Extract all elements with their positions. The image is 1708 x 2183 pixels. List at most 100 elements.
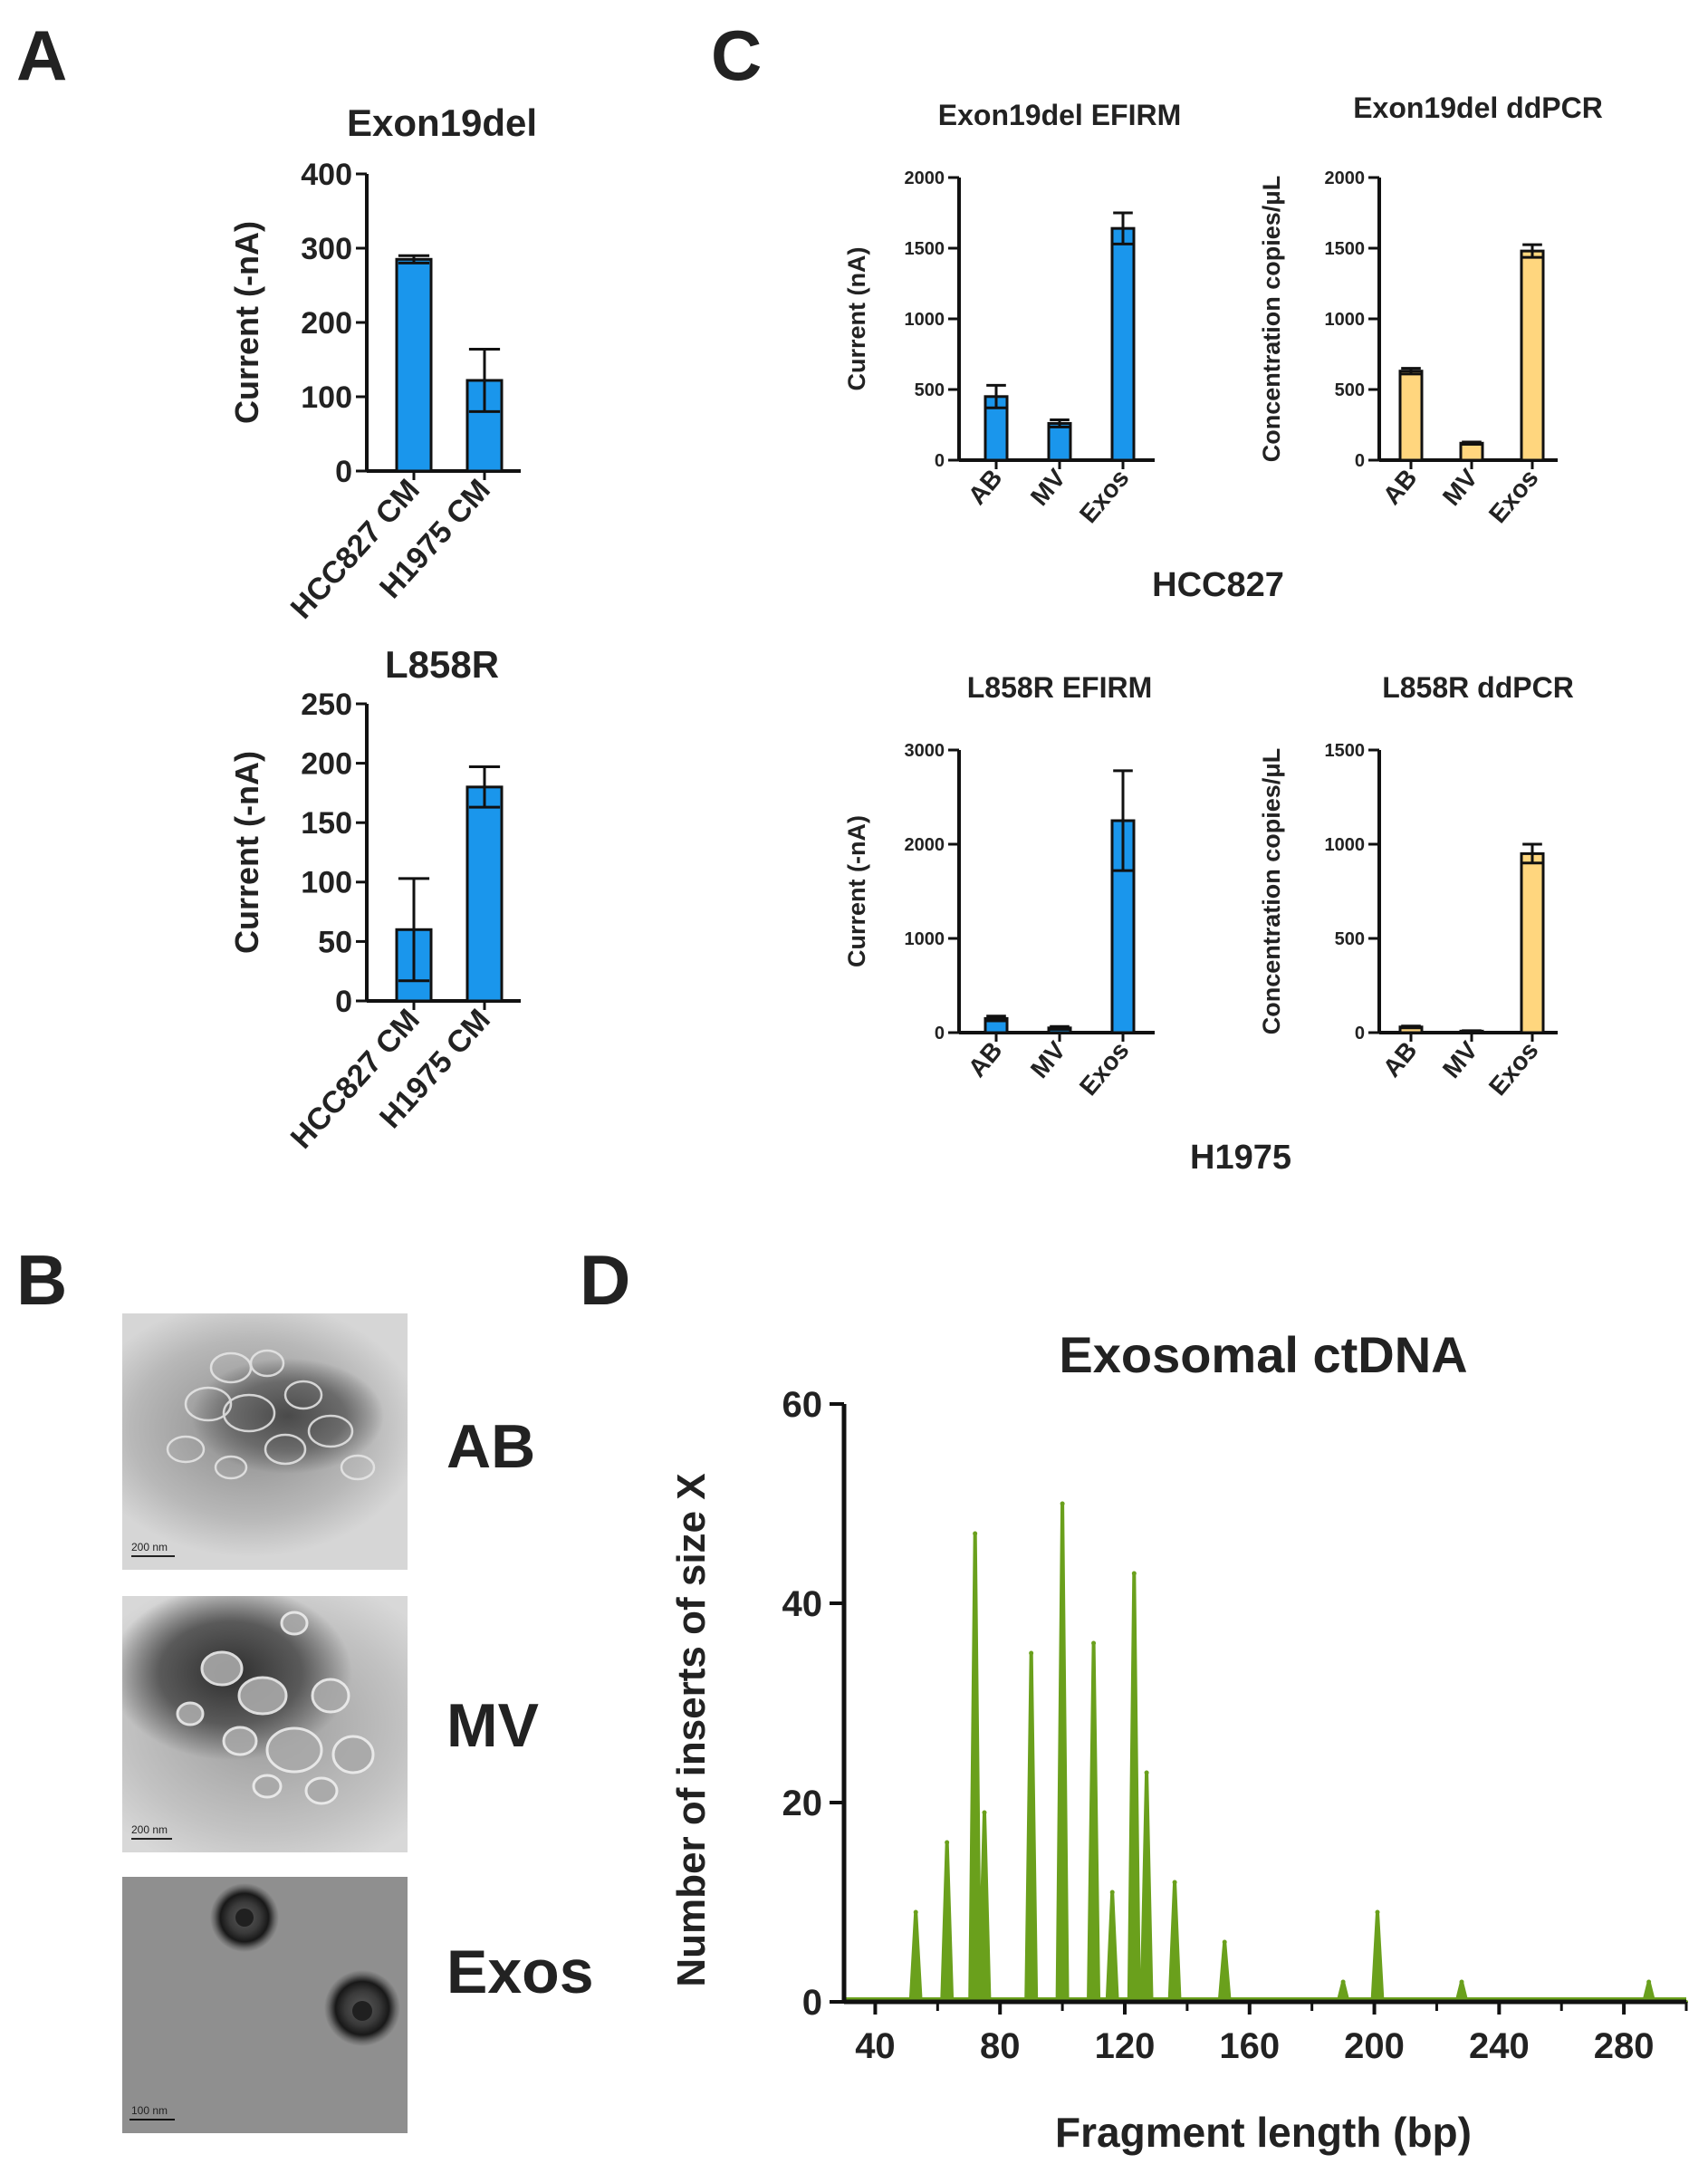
chart-c2-y-tick-label: 2000 [1325,168,1366,188]
chart-c2-bar-1 [1459,441,1484,462]
micrograph-label-exos: Exos [446,1938,594,2006]
chart-d-peak-7 [1109,1890,1115,1895]
chart-c3-y-label: Current (-nA) [843,815,870,967]
chart-c3-y-tick-label: 3000 [905,741,945,761]
chart-d-x-tick-label: 280 [1594,2026,1655,2066]
chart-c4-y-tick-label: 0 [1355,1024,1365,1043]
chart-a2-y-tick-label: 50 [318,925,352,959]
chart-c1-category-label-1: MV [1025,464,1071,511]
chart-c1-y-tick-label: 1500 [905,239,945,259]
micrograph-exos: 100 nm [122,1877,408,2133]
chart-d-peak-2 [973,1531,978,1536]
chart-d-title: Exosomal ctDNA [1059,1326,1467,1383]
chart-d-peak-0 [913,1909,918,1915]
chart-d-peak-6 [1091,1640,1097,1646]
chart-d-peak-1 [945,1840,950,1845]
chart-d-peak-13 [1375,1909,1380,1915]
chart-d-peak-8 [1131,1571,1137,1576]
chart-a2-y-tick-label: 250 [301,688,352,722]
chart-c3-y-tick-label: 2000 [905,835,945,855]
chart-c3-title: L858R EFIRM [967,671,1152,704]
chart-a1-y-tick-label: 400 [301,158,352,192]
chart-c1-y-label: Current (nA) [843,247,870,391]
chart-a1-y-tick-label: 300 [301,232,352,266]
micrograph-exos-texture: 100 nm [130,1883,400,2120]
chart-a2-title: L858R [385,643,499,686]
chart-a2-bar-1 [465,785,504,1003]
micrograph-mv: 200 nm [122,1596,408,1852]
chart-c2-bar-2 [1520,249,1545,462]
chart-c3-category-label-2: Exos [1074,1036,1135,1101]
scale-bar-label-exos: 100 nm [131,2104,168,2117]
chart-c2-y-tick-label: 1000 [1325,310,1366,330]
chart-a2-y-label: Current (-nA) [228,751,265,954]
chart-d-x-tick-label: 40 [855,2026,896,2066]
chart-d-x-tick-label: 240 [1469,2026,1530,2066]
chart-d-peak-9 [1144,1770,1149,1775]
scale-bar-label-mv: 200 nm [131,1823,168,1836]
chart-d-x-tick-label: 160 [1219,2026,1280,2066]
chart-c1-title: Exon19del EFIRM [938,99,1182,131]
panel-label-c: C [711,15,762,95]
chart-a2-y-tick-label: 150 [301,806,352,841]
chart-d-y-tick-label: 60 [782,1385,823,1425]
micrograph-label-ab: AB [446,1412,535,1481]
chart-c4-y-tick-label: 500 [1335,929,1365,949]
panel-label-d: D [580,1240,630,1320]
chart-d-x-tick-label: 200 [1344,2026,1405,2066]
chart-a1-y-tick-label: 0 [335,455,352,489]
chart-a1-y-tick-label: 100 [301,380,352,415]
chart-a1-title: Exon19del [347,101,537,144]
group-label-h1975: H1975 [1190,1139,1291,1177]
chart-c4-y-tick-label: 1000 [1325,835,1366,855]
chart-d-peak-15 [1646,1979,1652,1985]
chart-c3-category-label-0: AB [963,1036,1008,1082]
chart-a1-y-tick-label: 200 [301,306,352,341]
chart-c1-y-tick-label: 2000 [905,168,945,188]
chart-c1-y-tick-label: 1000 [905,310,945,330]
chart-c2-y-label: Concentration copies/μL [1258,176,1285,463]
chart-c2-category-label-2: Exos [1483,464,1544,528]
chart-c4-category-label-1: MV [1437,1036,1483,1083]
chart-d-x-tick-label: 120 [1095,2026,1156,2066]
chart-c1-category-label-2: Exos [1074,464,1135,528]
scale-bar-label-ab: 200 nm [131,1541,168,1553]
chart-d-x-label: Fragment length (bp) [1055,2109,1472,2156]
group-label-hcc827: HCC827 [1152,566,1284,604]
chart-d-peak-14 [1459,1979,1464,1985]
chart-c2-title: Exon19del ddPCR [1353,91,1603,124]
chart-d-x-tick-label: 80 [980,2026,1021,2066]
chart-a1-bar-0 [395,257,433,473]
chart-a2-y-tick-label: 0 [335,985,352,1019]
chart-c3-category-label-1: MV [1025,1036,1071,1083]
micrograph-mv-texture: 200 nm [131,1611,375,1840]
chart-d-y-tick-label: 20 [782,1784,823,1823]
chart-c3-y-tick-label: 1000 [905,929,945,949]
chart-c4-y-label: Concentration copies/μL [1258,748,1285,1035]
chart-c1-category-label-0: AB [963,464,1008,510]
chart-d-peak-5 [1060,1501,1065,1506]
chart-a1-y-label: Current (-nA) [228,221,265,424]
panel-label-b: B [16,1240,67,1320]
chart-d-peak-11 [1222,1939,1227,1945]
chart-a2-y-tick-label: 200 [301,747,352,782]
micrograph-label-mv: MV [446,1691,539,1760]
chart-d-peak-10 [1172,1880,1177,1885]
chart-d-y-label: Number of inserts of size X [669,1473,714,1986]
chart-d-area-series [842,1502,1688,2004]
chart-d-peak-4 [1029,1650,1034,1656]
chart-c1-bar-2 [1110,226,1136,462]
chart-c4-category-label-0: AB [1377,1036,1423,1082]
chart-d-peak-3 [982,1810,987,1815]
chart-c4-category-label-2: Exos [1483,1036,1544,1101]
chart-d-y-tick-label: 0 [802,1983,822,2023]
chart-c1-y-tick-label: 0 [935,451,945,471]
chart-d-peak-12 [1340,1979,1346,1985]
chart-c2-category-label-0: AB [1377,464,1423,510]
chart-c3-y-tick-label: 0 [935,1024,945,1043]
chart-c4-bar-2 [1520,851,1545,1034]
micrograph-ab: 200 nm [122,1313,408,1570]
chart-d-y-tick-label: 40 [782,1584,823,1624]
